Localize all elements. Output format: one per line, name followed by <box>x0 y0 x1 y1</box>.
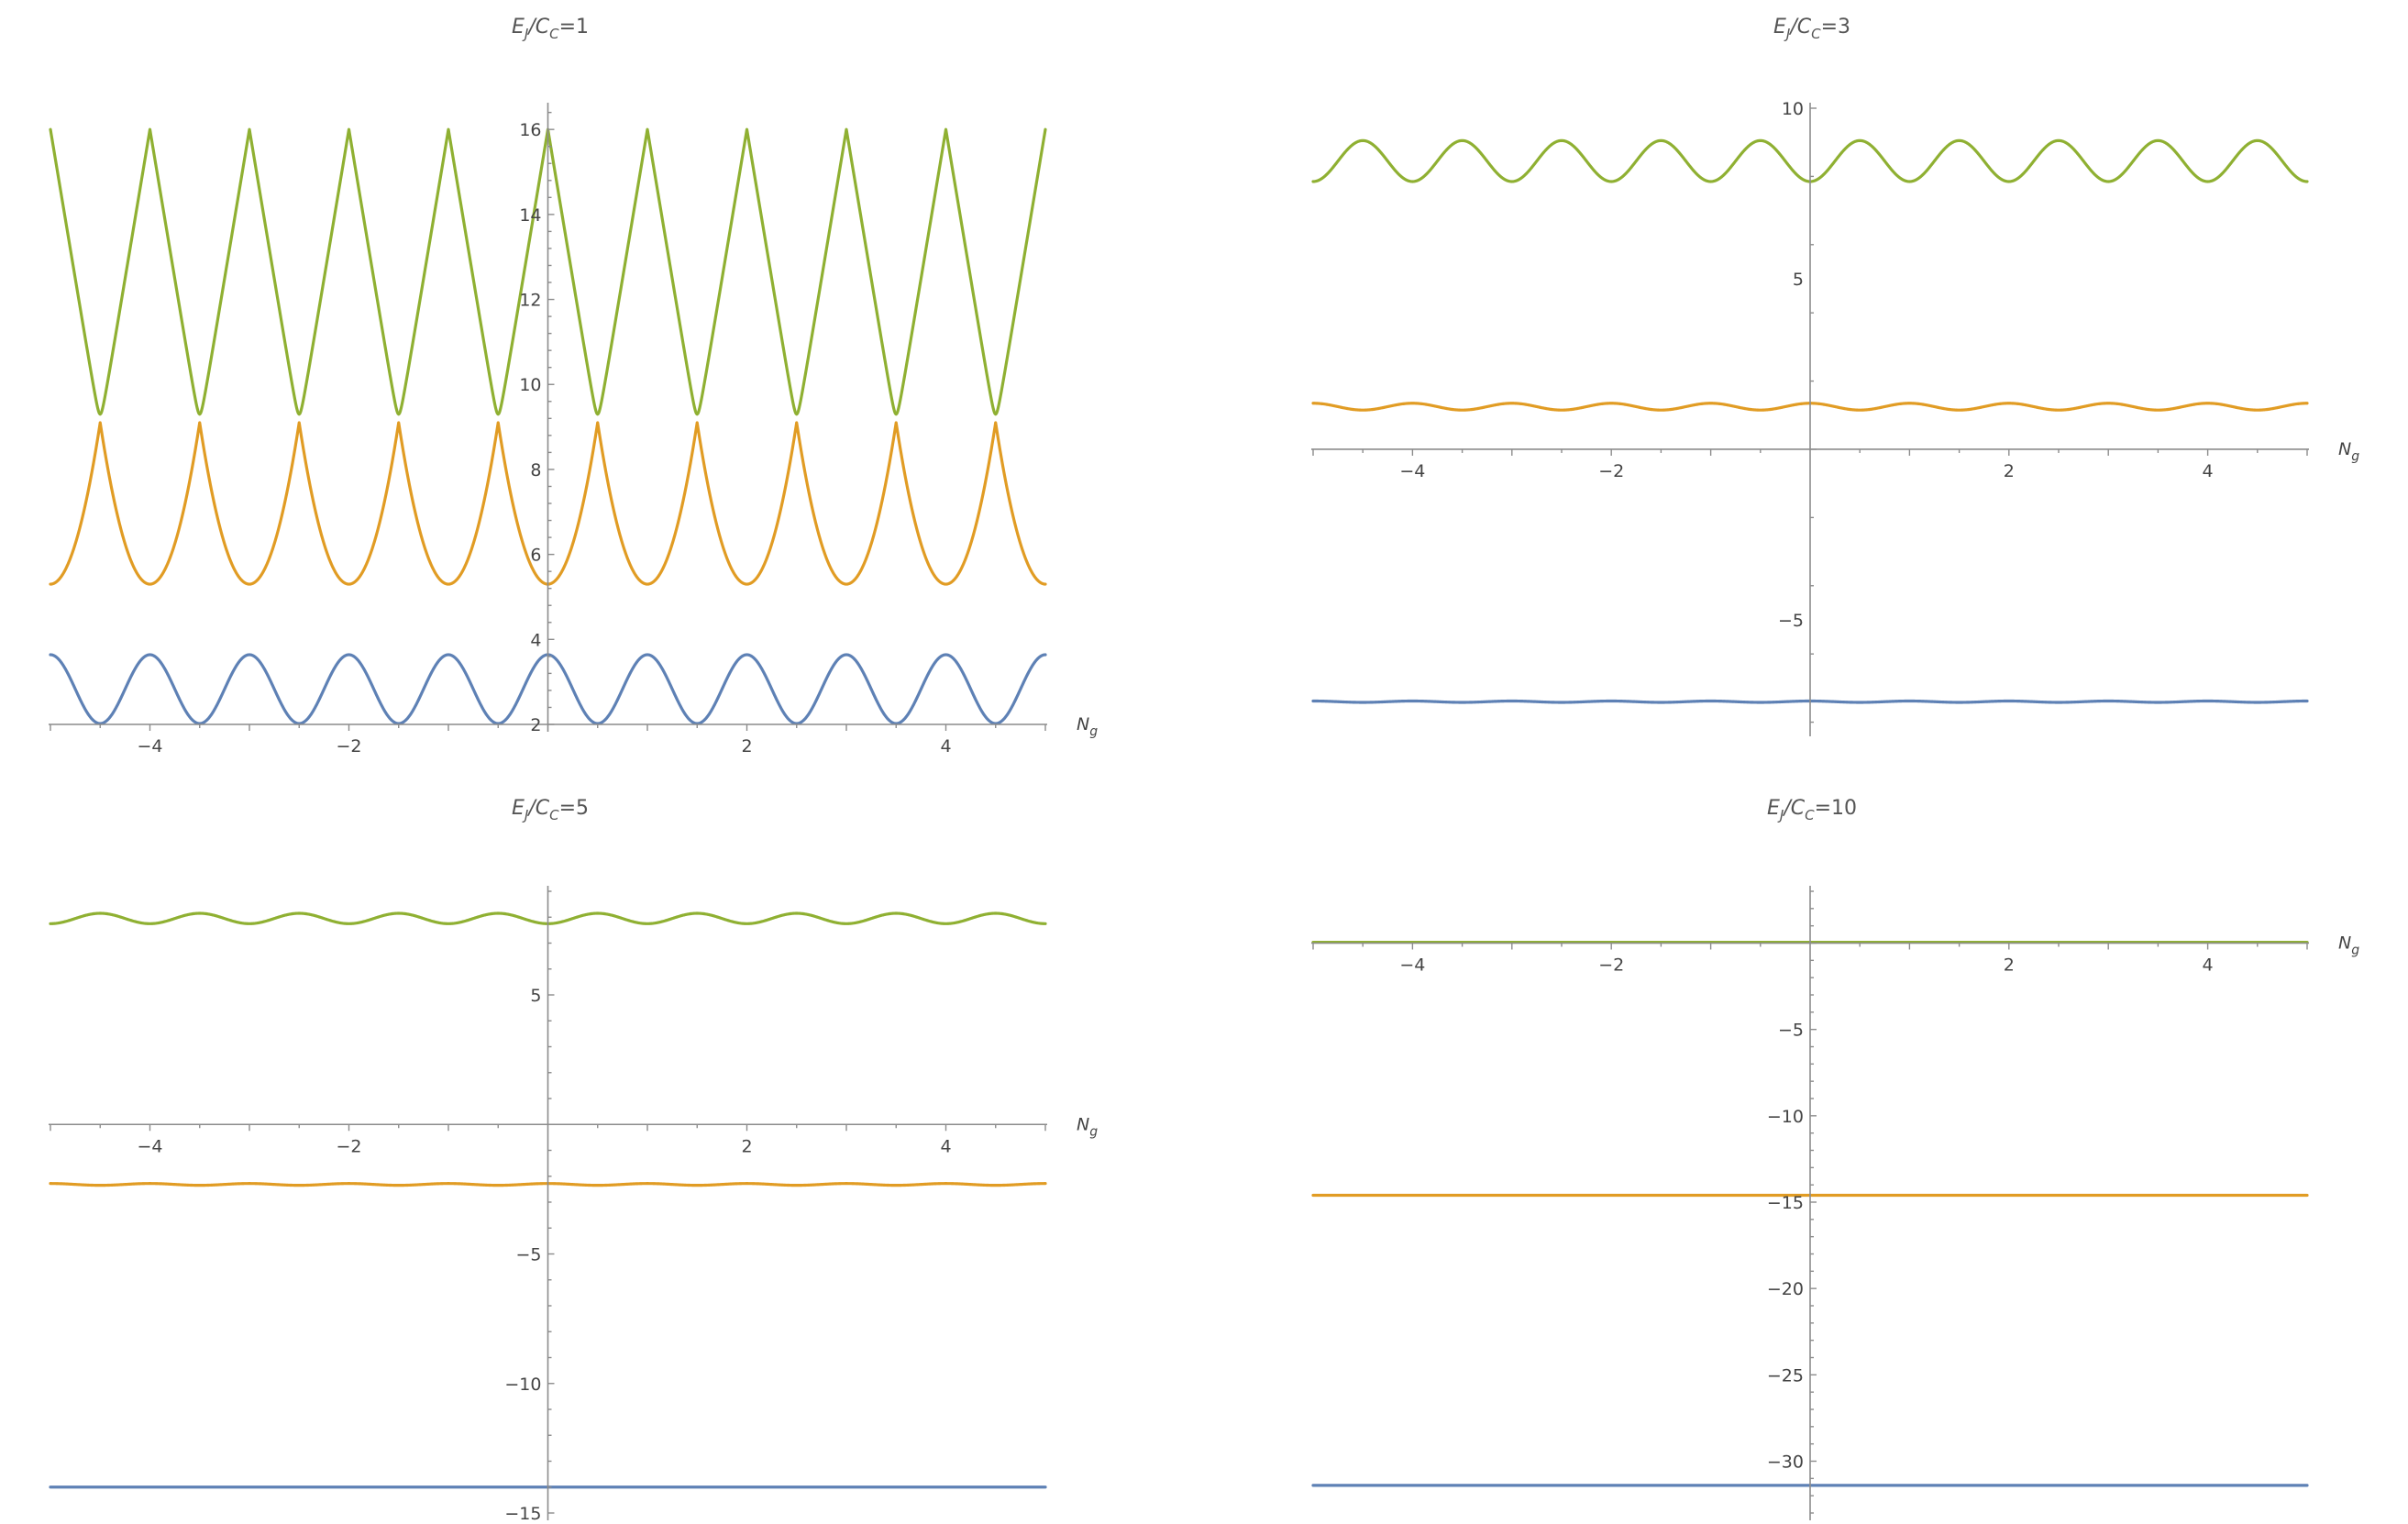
y-tick-label: 5 <box>1793 270 1804 290</box>
x-axis-label: Ng <box>2338 439 2359 464</box>
y-tick-label: 2 <box>530 715 541 735</box>
y-tick-label: −30 <box>1767 1452 1804 1473</box>
x-tick-label: −2 <box>1598 955 1624 976</box>
x-tick-label: 2 <box>2004 955 2015 976</box>
panel-title: EJ/CC=10 <box>1767 797 1857 823</box>
y-tick-label: 10 <box>519 375 541 395</box>
y-tick-label: −15 <box>504 1504 541 1524</box>
y-tick-label: −25 <box>1767 1365 1804 1386</box>
x-tick-label: −4 <box>137 736 162 756</box>
y-tick-label: −20 <box>1767 1279 1804 1299</box>
x-axis-label: Ng <box>1077 1114 1098 1139</box>
x-tick-label: 4 <box>940 1136 951 1156</box>
x-tick-label: −4 <box>1399 461 1425 481</box>
y-tick-label: 6 <box>530 546 541 566</box>
panel-ej-ec-1: EJ/CC=1 Ng −4 −2 2 4 2 4 6 8 10 12 14 16 <box>49 16 1098 756</box>
x-tick-label: −4 <box>1399 955 1425 976</box>
panel-ej-ec-3: EJ/CC=3 Ng −4 −2 2 4 −5 5 10 <box>1311 16 2359 736</box>
y-tick-label: −5 <box>1778 1021 1804 1041</box>
y-tick-label: 16 <box>519 120 541 140</box>
y-tick-label: −15 <box>1767 1193 1804 1213</box>
panel-ej-ec-10: EJ/CC=10 Ng −4 −2 2 4 −30 −25 −20 −15 −10 −5 <box>1311 797 2359 1520</box>
x-axis-label: Ng <box>2338 933 2359 958</box>
y-tick-label: 14 <box>519 205 541 226</box>
x-tick-label: −4 <box>137 1136 162 1156</box>
x-tick-label: 2 <box>2004 461 2015 481</box>
y-tick-label: −5 <box>1778 611 1804 631</box>
x-tick-label: 2 <box>741 1136 752 1156</box>
y-tick-label: 8 <box>530 460 541 480</box>
y-tick-label: −10 <box>1767 1107 1804 1127</box>
y-tick-label: 4 <box>530 630 541 650</box>
x-tick-label: 4 <box>940 736 951 756</box>
y-tick-label: 5 <box>530 986 541 1006</box>
x-tick-label: 4 <box>2203 955 2214 976</box>
panel-ej-ec-5: EJ/CC=5 Ng −4 −2 2 4 −15 −10 −5 5 <box>49 797 1098 1524</box>
x-tick-label: 2 <box>741 736 752 756</box>
y-tick-label: 10 <box>1782 99 1804 119</box>
x-tick-label: 4 <box>2203 461 2214 481</box>
y-tick-label: 12 <box>519 291 541 311</box>
y-tick-label: −10 <box>504 1375 541 1395</box>
x-axis-label: Ng <box>1077 714 1098 739</box>
x-tick-label: −2 <box>336 736 361 756</box>
y-tick-label: −5 <box>515 1245 541 1265</box>
panel-title: EJ/CC=1 <box>512 16 589 42</box>
x-tick-label: −2 <box>1598 461 1624 481</box>
x-tick-label: −2 <box>336 1136 361 1156</box>
panel-title: EJ/CC=5 <box>512 797 589 823</box>
panel-title: EJ/CC=3 <box>1773 16 1850 42</box>
